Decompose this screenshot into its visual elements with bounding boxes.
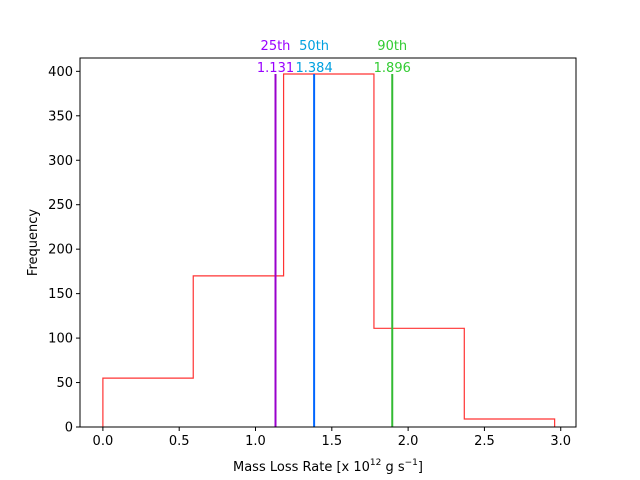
percentile-name-label: 90th bbox=[377, 39, 407, 54]
histogram-bin bbox=[103, 378, 193, 427]
histogram-bars bbox=[102, 73, 556, 427]
y-tick-label: 200 bbox=[48, 243, 73, 258]
histogram-bin bbox=[464, 419, 554, 427]
percentile-name-label: 50th bbox=[299, 39, 329, 54]
y-tick-label: 250 bbox=[48, 198, 73, 213]
y-tick-label: 150 bbox=[48, 287, 73, 302]
percentile-lines: 25th 1.131 50th 1.384 90th 1.896 bbox=[257, 39, 411, 427]
y-tick-label: 100 bbox=[48, 332, 73, 347]
x-tick-label: 0.5 bbox=[169, 434, 190, 449]
x-tick-label: 1.5 bbox=[321, 434, 342, 449]
x-tick-label: 0.0 bbox=[93, 434, 114, 449]
x-tick-label: 3.0 bbox=[550, 434, 571, 449]
x-tick-label: 2.5 bbox=[474, 434, 495, 449]
histogram-bin bbox=[284, 74, 374, 427]
percentile-value-label: 1.131 bbox=[257, 61, 294, 76]
y-tick-label: 350 bbox=[48, 109, 73, 124]
x-axis-title: Mass Loss Rate [x 1012 g s−1] bbox=[233, 458, 423, 475]
percentile-name-label: 25th bbox=[261, 39, 291, 54]
y-axis-ticks: 0 50 100 150 200 250 300 350 400 bbox=[48, 65, 80, 436]
y-tick-label: 0 bbox=[65, 421, 73, 436]
histogram-outline bbox=[102, 73, 556, 427]
plot-frame bbox=[79, 57, 577, 428]
y-tick-label: 50 bbox=[56, 376, 73, 391]
percentile-value-label: 1.896 bbox=[374, 61, 411, 76]
y-tick-label: 400 bbox=[48, 65, 73, 80]
x-axis-ticks: 0.0 0.5 1.0 1.5 2.0 2.5 3.0 bbox=[93, 427, 571, 449]
y-axis-title: Frequency bbox=[26, 209, 41, 276]
percentile-value-label: 1.384 bbox=[296, 61, 333, 76]
histogram-bin bbox=[193, 276, 283, 427]
histogram-bin bbox=[374, 328, 464, 427]
y-tick-label: 300 bbox=[48, 154, 73, 169]
x-tick-label: 2.0 bbox=[398, 434, 419, 449]
x-tick-label: 1.0 bbox=[245, 434, 266, 449]
